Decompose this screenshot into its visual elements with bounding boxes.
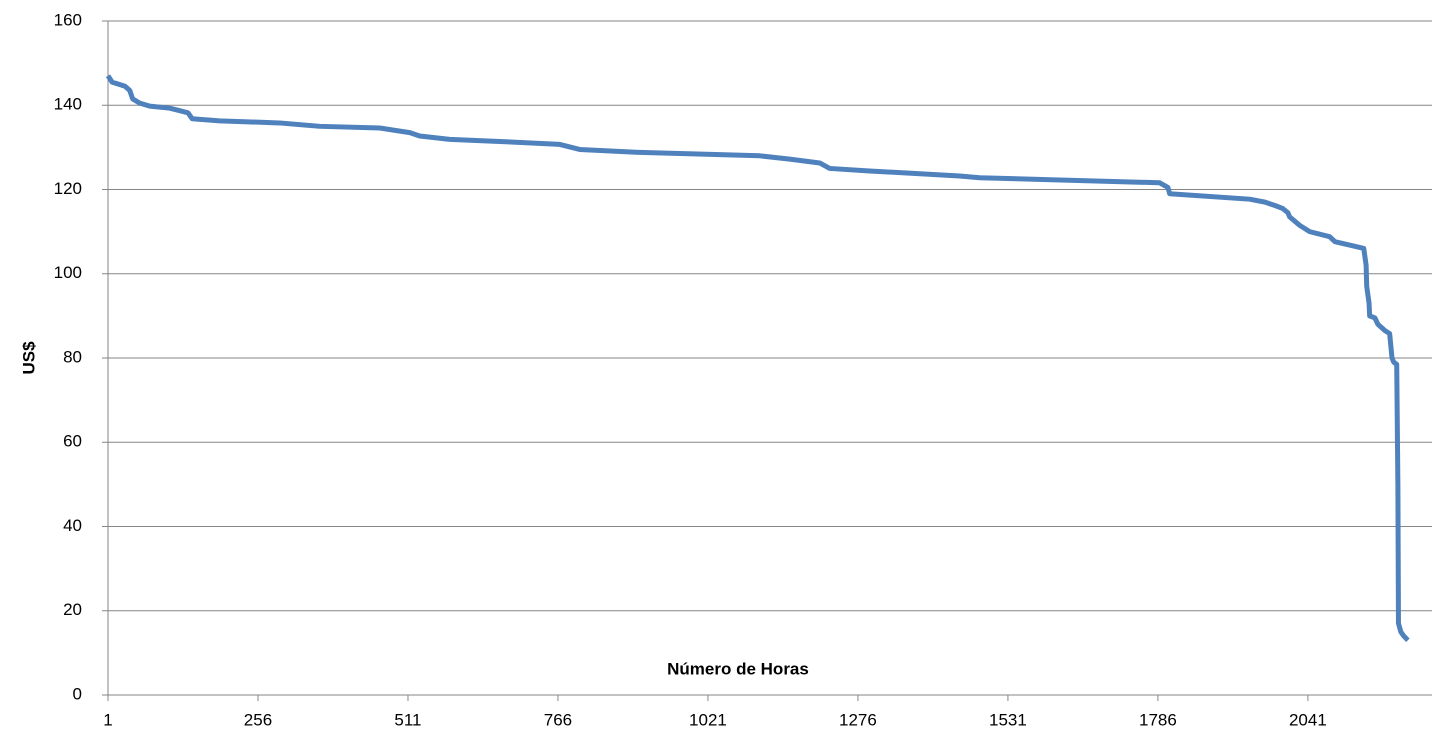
y-tick-label: 20	[63, 600, 82, 619]
y-tick-label: 120	[54, 179, 82, 198]
y-tick-label: 40	[63, 516, 82, 535]
y-tick-label: 140	[54, 95, 82, 114]
x-tick-label: 1021	[689, 710, 727, 729]
y-tick-label: 160	[54, 10, 82, 29]
x-tick-label: 2041	[1289, 710, 1327, 729]
x-tick-label: 1276	[839, 710, 877, 729]
x-tick-label: 1	[103, 710, 112, 729]
line	[105, 74, 1410, 642]
y-tick-label: 0	[73, 684, 82, 703]
x-tick-label: 511	[394, 710, 421, 729]
x-tick-label: 1786	[1139, 710, 1177, 729]
y-axis-label: US$	[19, 341, 38, 375]
x-axis-label: Número de Horas	[667, 659, 809, 678]
y-tick-label: 80	[63, 347, 82, 366]
x-tick-label: 766	[544, 710, 572, 729]
x-tick-label: 1531	[989, 710, 1027, 729]
y-tick-label: 100	[54, 263, 82, 282]
x-tick-label: 256	[244, 710, 272, 729]
y-tick-label: 60	[63, 432, 82, 451]
